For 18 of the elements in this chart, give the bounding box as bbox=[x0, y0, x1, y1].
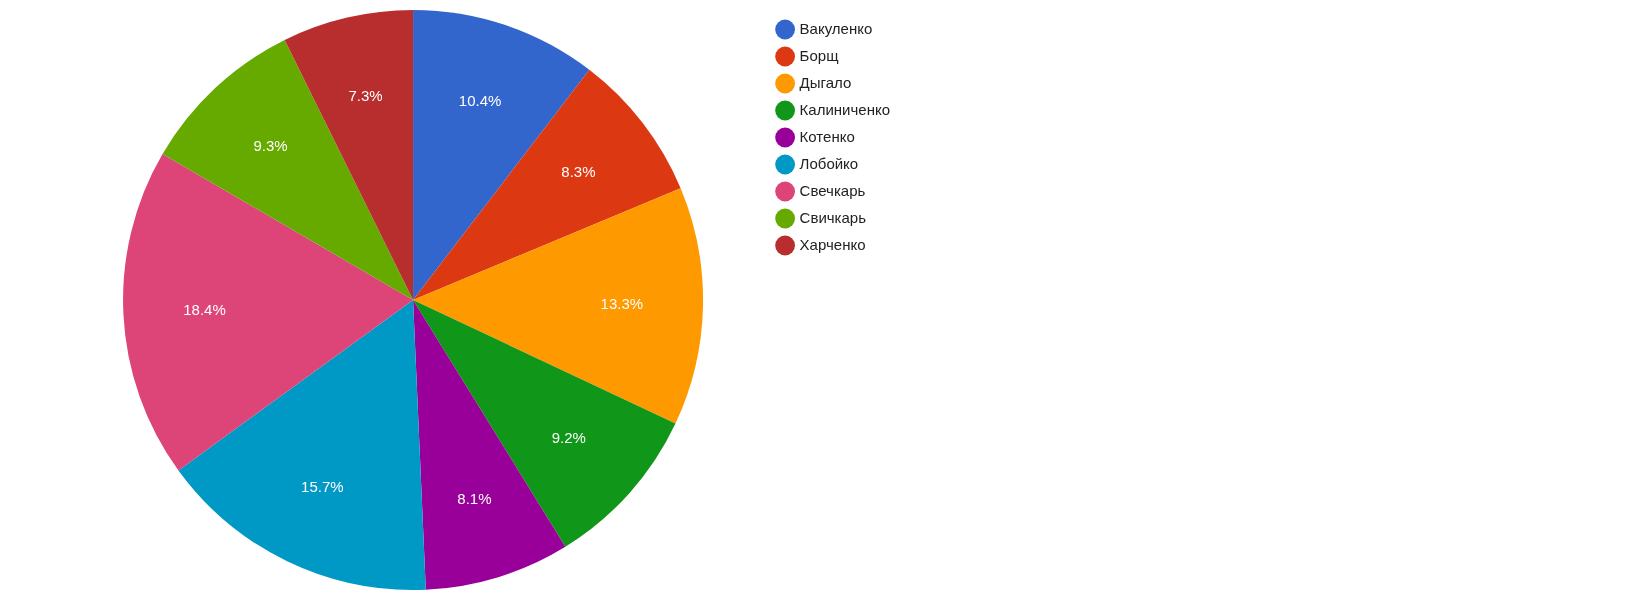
legend-label: Вакуленко bbox=[799, 19, 873, 37]
data-label: 9.2% bbox=[551, 429, 586, 447]
data-label: 13.3% bbox=[600, 294, 644, 312]
data-label: 15.7% bbox=[301, 478, 344, 496]
legend-label: Харченко bbox=[799, 235, 866, 253]
legend-label: Лобойко bbox=[799, 154, 859, 172]
legend-label: Свичкарь bbox=[799, 208, 867, 226]
legend-label: Борщ bbox=[799, 46, 839, 64]
data-label: 8.3% bbox=[561, 162, 596, 180]
legend-label: Свечкарь bbox=[799, 181, 866, 199]
legend-label: Калиниченко bbox=[799, 100, 890, 118]
data-label: 9.3% bbox=[253, 137, 288, 155]
data-label: 7.3% bbox=[348, 86, 383, 104]
data-label: 10.4% bbox=[458, 92, 502, 110]
data-label: 8.1% bbox=[457, 489, 492, 507]
data-label: 18.4% bbox=[183, 300, 226, 318]
legend-label: Дыгало bbox=[799, 73, 852, 91]
legend-label: Котенко bbox=[799, 127, 855, 145]
